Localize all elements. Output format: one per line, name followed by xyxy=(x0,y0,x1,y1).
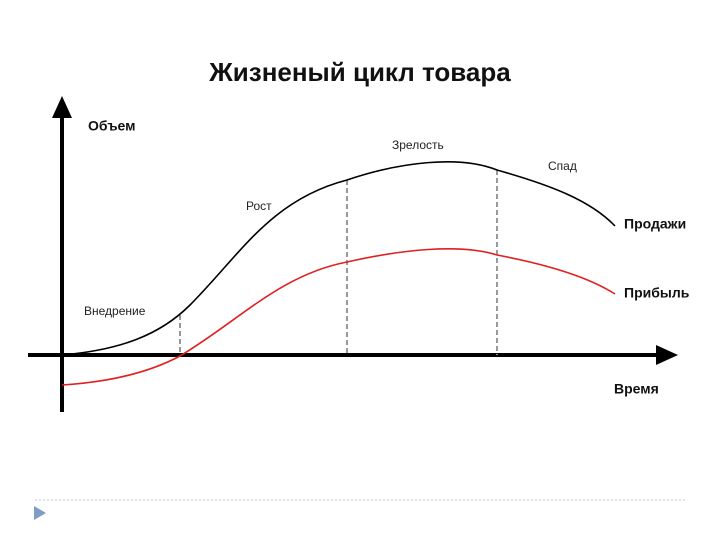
stage-label: Внедрение xyxy=(84,304,146,318)
stage-label: Рост xyxy=(246,199,272,213)
title: Жизненый цикл товара xyxy=(208,57,511,87)
y-arrow xyxy=(52,96,72,118)
stage-label: Зрелость xyxy=(392,138,444,152)
x-axis-label: Время xyxy=(614,381,659,397)
stage-label: Спад xyxy=(548,159,577,173)
x-arrow xyxy=(656,345,678,365)
curve-label: Прибыль xyxy=(624,285,690,301)
bullet xyxy=(34,506,46,520)
profit-curve xyxy=(61,247,616,386)
sales-curve xyxy=(61,161,616,356)
y-axis-label: Объем xyxy=(88,118,136,134)
curve-label: Продажи xyxy=(624,216,686,232)
